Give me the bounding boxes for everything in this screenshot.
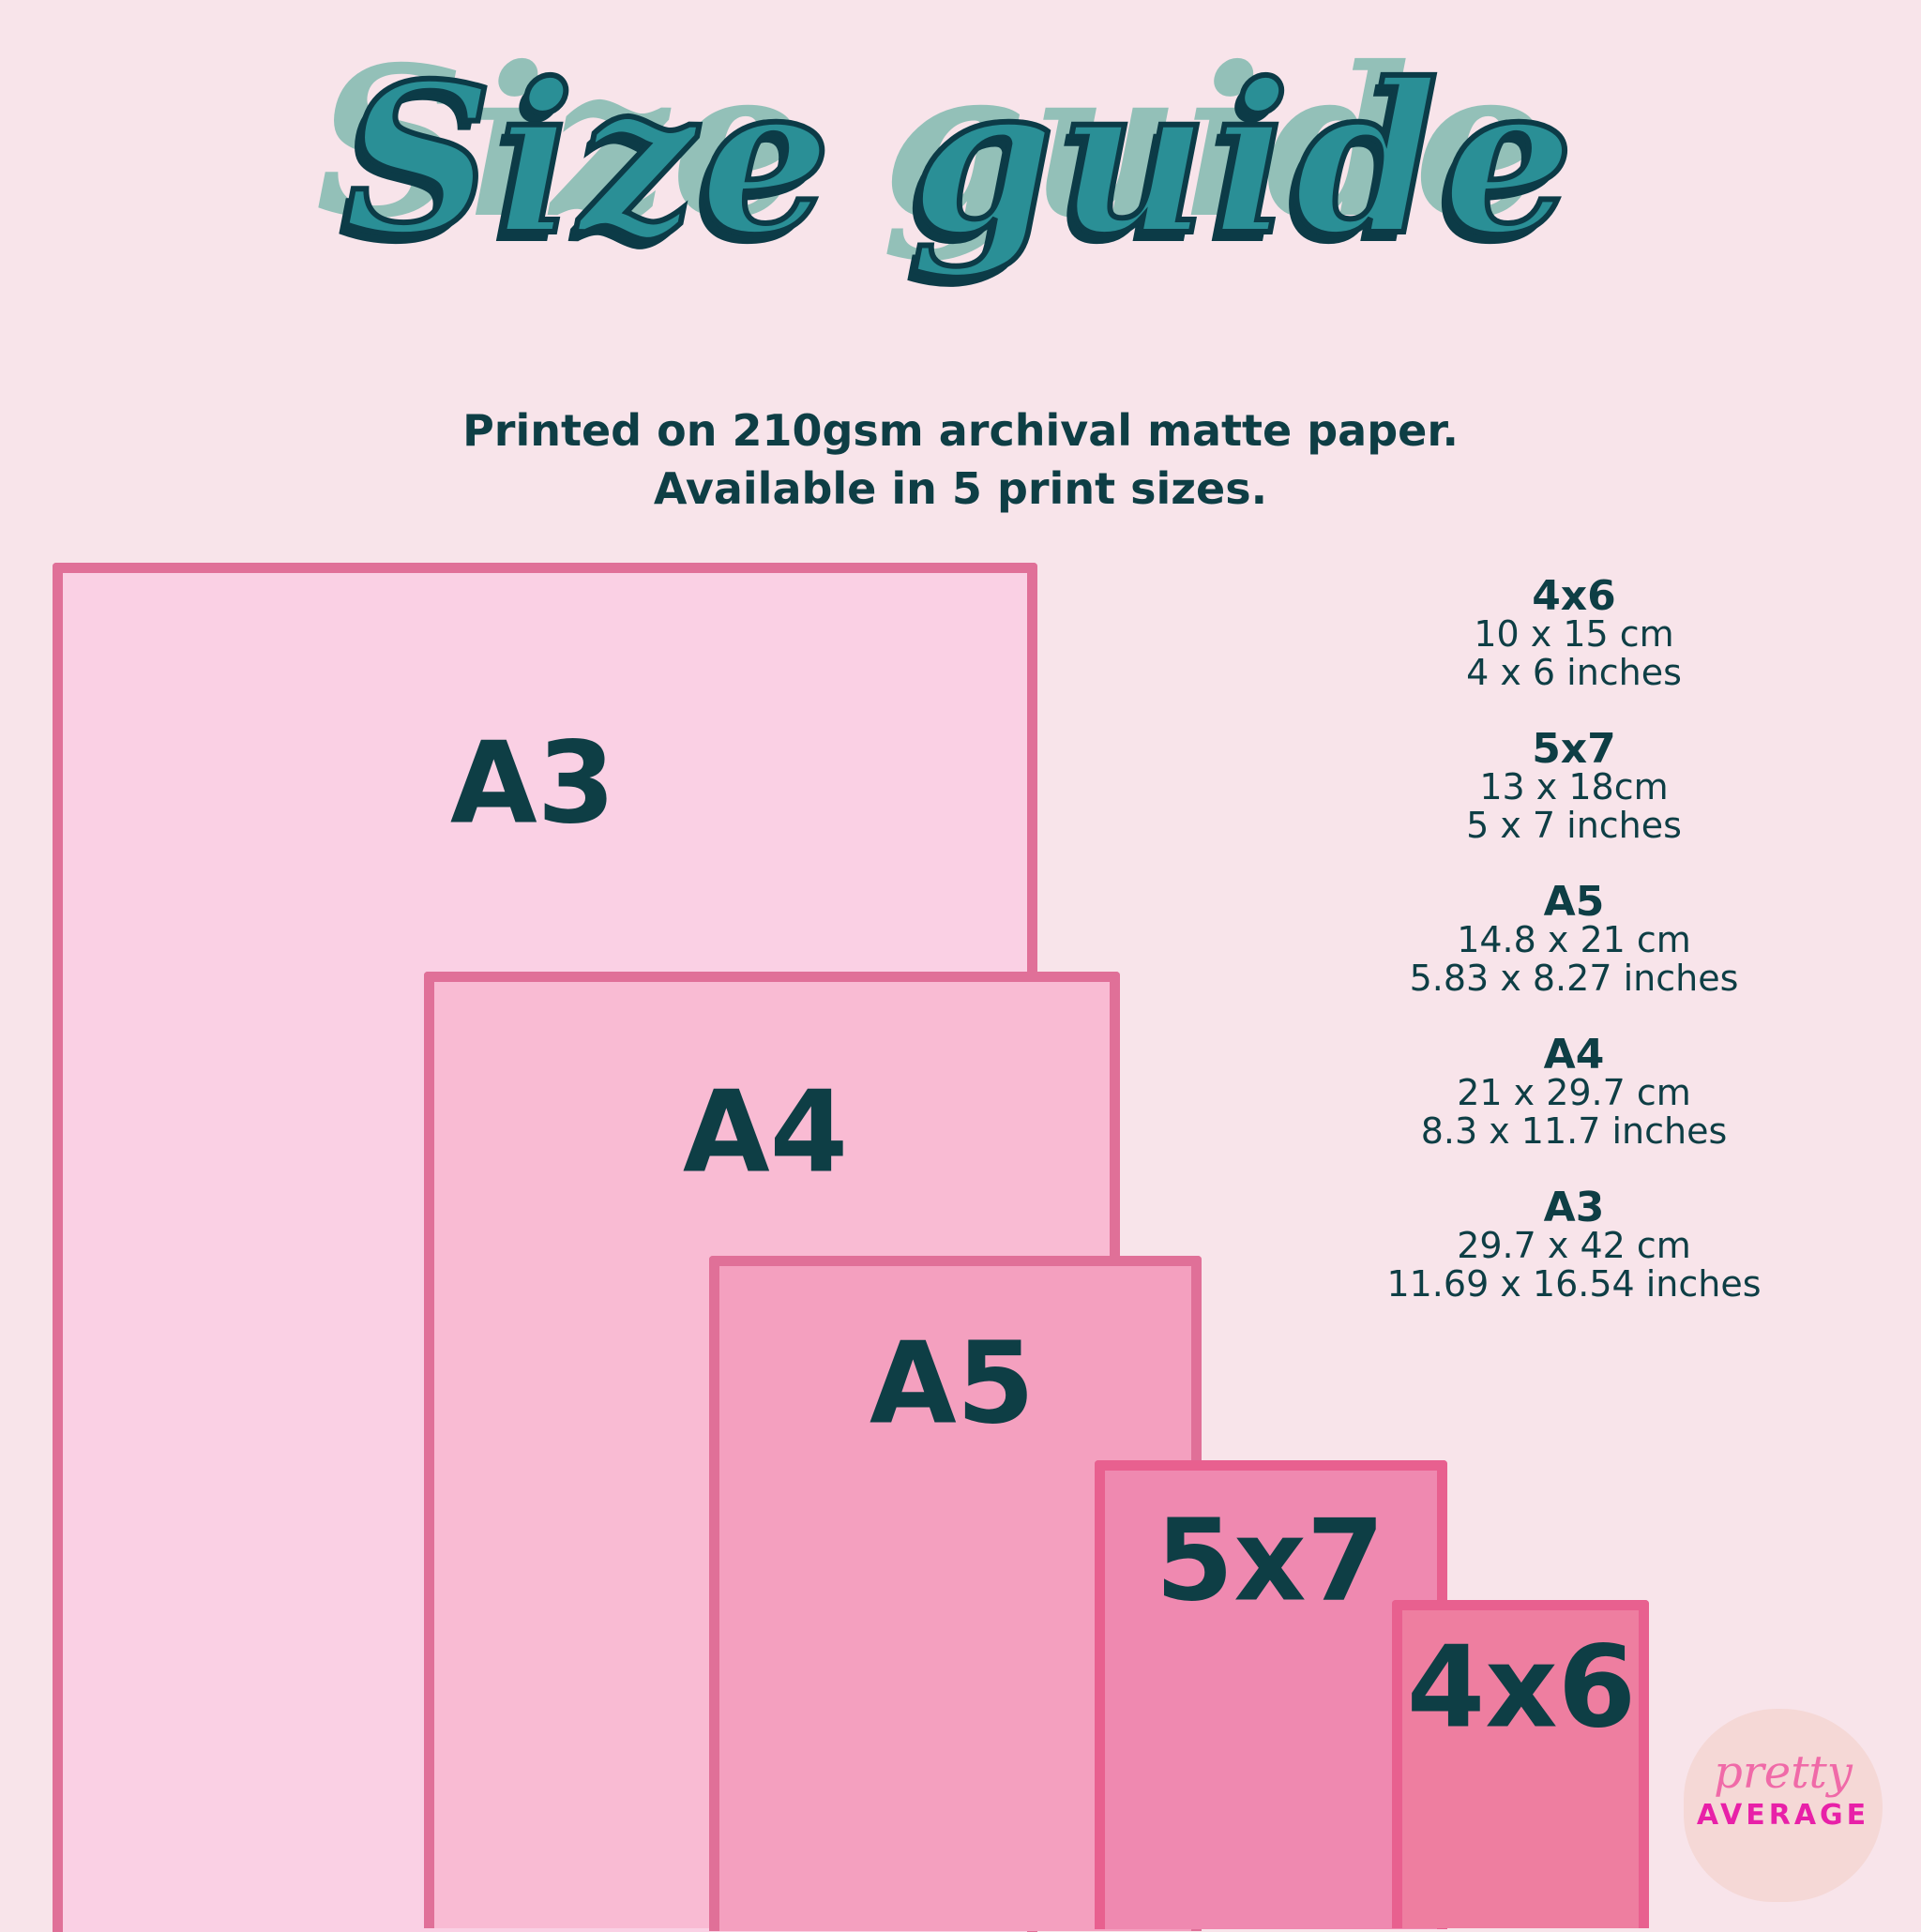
spec-4x6: 4x6 10 x 15 cm 4 x 6 inches: [1386, 572, 1762, 693]
subtitle-line-2: Available in 5 print sizes.: [653, 463, 1268, 514]
page-title: Size guide: [340, 35, 1578, 283]
logo-wordmark: AVERAGE: [1696, 1799, 1870, 1832]
size-specs-list: 4x6 10 x 15 cm 4 x 6 inches 5x7 13 x 18cm 5 …: [1386, 572, 1762, 1341]
spec-a5: A5 14.8 x 21 cm 5.83 x 8.27 inches: [1386, 878, 1762, 999]
label-5x7: 5x7: [1155, 1496, 1385, 1627]
spec-inches: 8.3 x 11.7 inches: [1420, 1110, 1728, 1152]
spec-cm: 10 x 15 cm: [1474, 613, 1674, 655]
label-a5: A5: [869, 1319, 1036, 1450]
label-a3: A3: [449, 718, 616, 850]
label-4x6: 4x6: [1406, 1623, 1637, 1754]
spec-cm: 21 x 29.7 cm: [1457, 1072, 1691, 1113]
spec-inches: 5 x 7 inches: [1466, 805, 1682, 846]
spec-5x7: 5x7 13 x 18cm 5 x 7 inches: [1386, 725, 1762, 846]
paper-4x6: [1392, 1600, 1649, 1928]
spec-name: A5: [1543, 878, 1605, 926]
spec-name: 4x6: [1532, 572, 1616, 620]
spec-inches: 5.83 x 8.27 inches: [1409, 958, 1739, 999]
paper-5x7: [1095, 1460, 1447, 1929]
spec-name: 5x7: [1532, 725, 1616, 773]
spec-a4: A4 21 x 29.7 cm 8.3 x 11.7 inches: [1386, 1031, 1762, 1152]
spec-name: A3: [1543, 1184, 1605, 1231]
spec-cm: 29.7 x 42 cm: [1457, 1225, 1691, 1266]
label-a4: A4: [682, 1067, 849, 1199]
spec-name: A4: [1543, 1031, 1605, 1079]
spec-cm: 14.8 x 21 cm: [1457, 919, 1691, 960]
brand-logo: pretty AVERAGE: [1684, 1709, 1883, 1902]
subtitle-line-1: Printed on 210gsm archival matte paper.: [462, 405, 1459, 456]
logo-script: pretty: [1714, 1746, 1853, 1799]
spec-inches: 11.69 x 16.54 inches: [1386, 1263, 1762, 1305]
spec-inches: 4 x 6 inches: [1466, 652, 1682, 693]
spec-cm: 13 x 18cm: [1479, 766, 1669, 808]
spec-a3: A3 29.7 x 42 cm 11.69 x 16.54 inches: [1386, 1184, 1762, 1305]
